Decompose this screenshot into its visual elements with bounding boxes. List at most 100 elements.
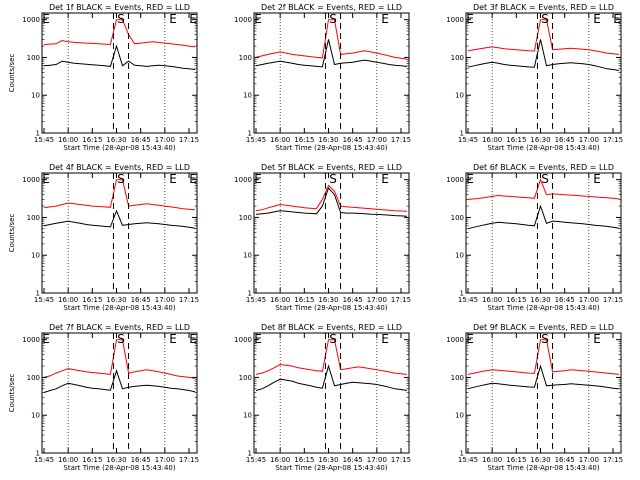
marker-s: S — [117, 172, 125, 186]
marker-e: E — [593, 12, 601, 26]
y-tick-label: 1000 — [22, 176, 40, 184]
x-tick-label: 16:00 — [482, 296, 502, 304]
y-tick-label: 1000 — [234, 176, 252, 184]
y-tick-label: 1000 — [446, 176, 464, 184]
plot-frame — [253, 332, 410, 454]
x-tick-label: 16:00 — [482, 456, 502, 464]
x-tick-label: 16:45 — [131, 296, 151, 304]
y-tick-label: 1000 — [446, 336, 464, 344]
y-tick-label: 1 — [248, 290, 252, 298]
x-tick-label: 16:15 — [506, 296, 526, 304]
x-tick-label: 15:45 — [34, 296, 54, 304]
series-line-events — [43, 209, 196, 229]
x-tick-label: 16:00 — [58, 456, 78, 464]
panel-title: Det 8f BLACK = Events, RED = LLD — [261, 323, 402, 332]
x-tick-label: 16:45 — [555, 296, 575, 304]
series-line-events — [467, 39, 620, 71]
marker-e-left: E — [466, 332, 474, 346]
y-tick-label: 10 — [31, 92, 40, 100]
series-line-lld — [255, 19, 408, 60]
x-axis-label: Start Time (28-Apr-08 15:43:40) — [63, 464, 175, 472]
panel-title: Det 7f BLACK = Events, RED = LLD — [49, 323, 190, 332]
x-tick-label: 16:45 — [555, 456, 575, 464]
y-tick-label: 100 — [27, 214, 40, 222]
y-tick-label: 1000 — [446, 16, 464, 24]
y-axis-label: Counts/sec — [8, 374, 16, 413]
x-tick-label: 17:00 — [367, 456, 387, 464]
x-tick-label: 17:15 — [391, 296, 411, 304]
marker-s: S — [329, 12, 337, 26]
series-line-lld — [255, 339, 408, 375]
x-tick-label: 17:15 — [603, 456, 623, 464]
series-line-lld — [255, 184, 408, 212]
x-tick-label: 16:15 — [506, 456, 526, 464]
x-axis-label: Start Time (28-Apr-08 15:43:40) — [63, 144, 175, 152]
x-tick-label: 15:45 — [246, 456, 266, 464]
x-tick-label: 17:00 — [579, 456, 599, 464]
plot-frame — [41, 332, 198, 454]
plot-frame — [465, 12, 622, 134]
panel-title: Det 2f BLACK = Events, RED = LLD — [261, 3, 402, 12]
x-tick-label: 15:45 — [246, 296, 266, 304]
y-tick-label: 10 — [243, 252, 252, 260]
plot-frame — [41, 172, 198, 294]
x-tick-label: 17:00 — [155, 456, 175, 464]
y-tick-label: 1000 — [234, 336, 252, 344]
x-axis-label: Start Time (28-Apr-08 15:43:40) — [275, 144, 387, 152]
x-tick-label: 16:45 — [343, 456, 363, 464]
y-tick-label: 1 — [460, 290, 464, 298]
marker-e-left: E — [42, 172, 50, 186]
y-tick-label: 100 — [239, 54, 252, 62]
x-tick-label: 17:00 — [579, 296, 599, 304]
marker-e: E — [169, 172, 177, 186]
marker-e: E — [169, 12, 177, 26]
series-line-events — [255, 39, 408, 68]
x-tick-label: 16:45 — [343, 136, 363, 144]
x-tick-label: 16:00 — [270, 296, 290, 304]
y-tick-label: 1000 — [22, 16, 40, 24]
x-tick-label: 16:15 — [82, 136, 102, 144]
x-tick-label: 16:15 — [294, 296, 314, 304]
marker-e: E — [593, 172, 601, 186]
x-tick-label: 16:30 — [106, 456, 126, 464]
marker-e-left: E — [42, 12, 50, 26]
y-tick-label: 10 — [31, 252, 40, 260]
marker-e: E — [169, 332, 177, 346]
y-tick-label: 1 — [248, 450, 252, 458]
y-tick-label: 1 — [36, 130, 40, 138]
y-tick-label: 10 — [455, 412, 464, 420]
x-axis-label: Start Time (28-Apr-08 15:43:40) — [275, 464, 387, 472]
marker-e: E — [381, 172, 389, 186]
panel-title: Det 4f BLACK = Events, RED = LLD — [49, 163, 190, 172]
marker-e: E — [593, 332, 601, 346]
panel-title: Det 6f BLACK = Events, RED = LLD — [473, 163, 614, 172]
x-tick-label: 15:45 — [34, 456, 54, 464]
y-tick-label: 100 — [239, 374, 252, 382]
y-tick-label: 100 — [27, 54, 40, 62]
series-line-events — [255, 364, 408, 391]
x-tick-label: 16:45 — [343, 296, 363, 304]
marker-e-right: E — [189, 172, 197, 186]
x-axis-label: Start Time (28-Apr-08 15:43:40) — [487, 144, 599, 152]
x-tick-label: 15:45 — [34, 136, 54, 144]
y-tick-label: 1 — [460, 130, 464, 138]
x-tick-label: 17:15 — [391, 456, 411, 464]
plot-frame — [465, 172, 622, 294]
x-tick-label: 16:15 — [506, 136, 526, 144]
plot-frame — [41, 12, 198, 134]
y-axis-label: Counts/sec — [8, 214, 16, 253]
x-tick-label: 16:15 — [82, 296, 102, 304]
x-tick-label: 16:30 — [318, 296, 338, 304]
x-tick-label: 16:15 — [82, 456, 102, 464]
series-line-events — [43, 369, 196, 393]
y-tick-label: 100 — [239, 214, 252, 222]
marker-s: S — [541, 12, 549, 26]
y-axis-label: Counts/sec — [8, 54, 16, 93]
x-tick-label: 17:15 — [603, 296, 623, 304]
marker-e: E — [381, 12, 389, 26]
